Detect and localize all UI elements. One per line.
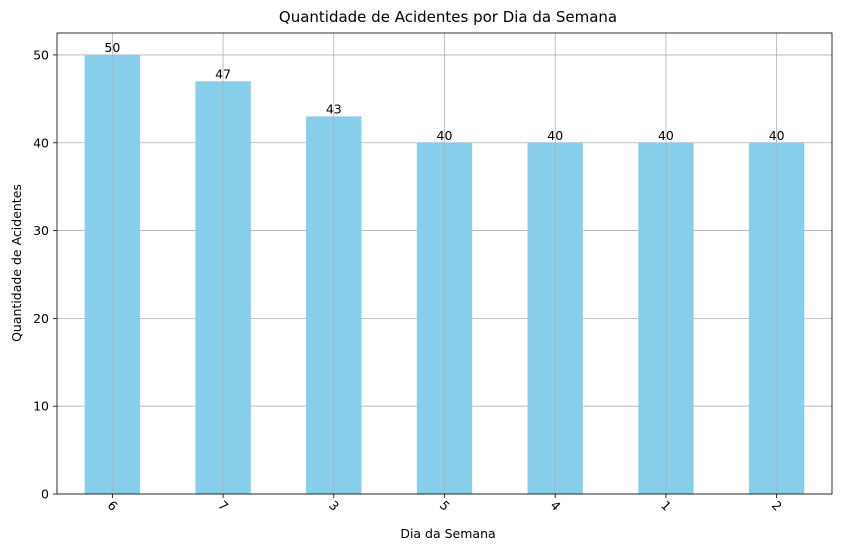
data-label: 40 bbox=[547, 128, 563, 143]
data-label: 40 bbox=[769, 128, 785, 143]
y-tick-label: 10 bbox=[33, 399, 49, 414]
data-label: 50 bbox=[104, 40, 120, 55]
x-tick-label: 4 bbox=[547, 498, 563, 514]
data-label: 47 bbox=[215, 66, 231, 81]
y-tick-label: 30 bbox=[33, 223, 49, 238]
data-label: 40 bbox=[658, 128, 674, 143]
y-tick-label: 0 bbox=[41, 487, 49, 502]
data-label: 43 bbox=[326, 101, 342, 116]
x-grid-layer bbox=[111, 33, 778, 494]
x-tick-label: 1 bbox=[658, 498, 674, 514]
y-axis-label: Quantidade de Acidentes bbox=[9, 184, 24, 342]
y-tick-label: 40 bbox=[33, 135, 49, 150]
plot-frame bbox=[56, 32, 833, 495]
x-tick-label: 5 bbox=[437, 498, 453, 514]
axes-layer bbox=[53, 32, 833, 498]
x-tick-label: 2 bbox=[769, 498, 785, 514]
chart-title: Quantidade de Acidentes por Dia da Seman… bbox=[279, 8, 617, 26]
y-tick-label: 20 bbox=[33, 311, 49, 326]
x-tick-label: 6 bbox=[105, 498, 121, 514]
data-label: 40 bbox=[437, 128, 453, 143]
x-axis-label: Dia da Semana bbox=[400, 526, 495, 541]
x-tick-label: 3 bbox=[326, 498, 342, 514]
x-tick-label: 7 bbox=[215, 498, 231, 514]
y-tick-label: 50 bbox=[33, 47, 49, 62]
